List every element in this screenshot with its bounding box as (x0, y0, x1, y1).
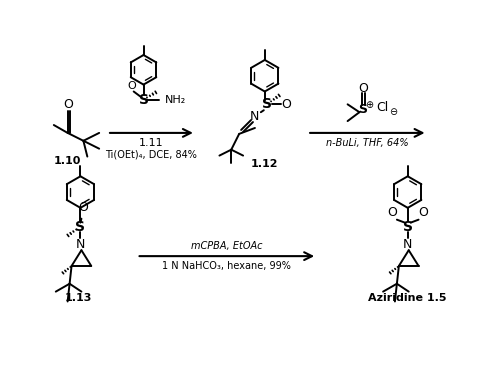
Text: O: O (282, 98, 292, 111)
Text: O: O (418, 206, 428, 219)
Text: Ti(OEt)₄, DCE, 84%: Ti(OEt)₄, DCE, 84% (106, 150, 198, 160)
Text: Cl: Cl (376, 101, 388, 114)
Text: 1.13: 1.13 (65, 292, 92, 303)
Text: 1.11: 1.11 (139, 138, 164, 148)
Text: Aziridine 1.5: Aziridine 1.5 (368, 292, 447, 303)
Text: 1.12: 1.12 (251, 160, 278, 169)
Text: S: S (358, 103, 367, 116)
Text: O: O (64, 98, 74, 111)
Text: O: O (128, 81, 136, 91)
Text: ⊕: ⊕ (365, 100, 374, 110)
Text: O: O (78, 201, 88, 214)
Text: 1 N NaHCO₃, hexane, 99%: 1 N NaHCO₃, hexane, 99% (162, 261, 292, 271)
Text: N: N (76, 238, 85, 251)
Text: O: O (387, 206, 397, 219)
Text: mCPBA, EtOAc: mCPBA, EtOAc (191, 241, 262, 251)
Text: ⊖: ⊖ (389, 107, 397, 117)
Text: S: S (76, 220, 86, 234)
Text: n-BuLi, THF, 64%: n-BuLi, THF, 64% (326, 138, 408, 148)
Text: S: S (138, 93, 148, 107)
Text: S: S (402, 220, 412, 234)
Text: N: N (403, 238, 412, 251)
Text: 1.10: 1.10 (54, 156, 82, 165)
Text: N: N (250, 110, 258, 123)
Text: O: O (358, 82, 368, 95)
Text: S: S (262, 97, 272, 111)
Text: NH₂: NH₂ (165, 95, 186, 105)
